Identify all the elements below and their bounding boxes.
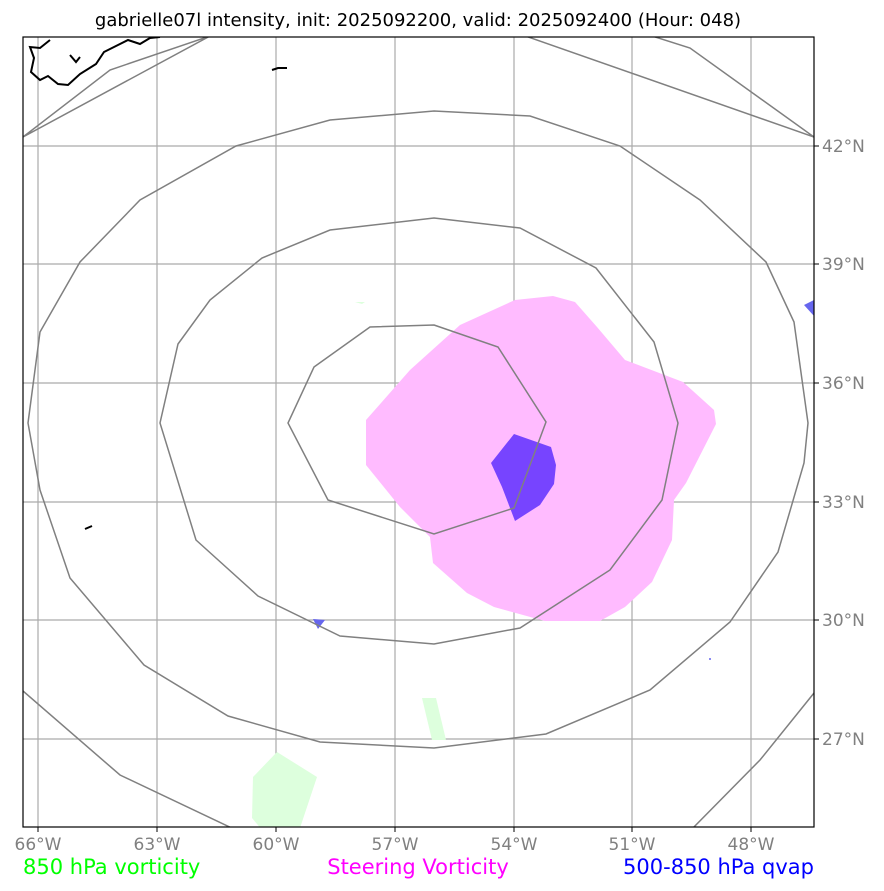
lon-label-54w: 54°W: [491, 835, 538, 855]
qvap-500-850-field: [313, 300, 814, 660]
lat-label-27n: 27°N: [822, 730, 865, 750]
longitude-labels: 66°W 63°W 60°W 57°W 54°W 51°W 48°W: [15, 835, 775, 855]
lon-label-60w: 60°W: [253, 835, 300, 855]
legend: 850 hPa vorticity Steering Vorticity 500…: [23, 855, 814, 879]
legend-850-hpa-vorticity: 850 hPa vorticity: [23, 855, 200, 879]
lat-label-33n: 33°N: [822, 493, 865, 513]
coastline-island-west: [84, 525, 93, 530]
legend-steering-vorticity: Steering Vorticity: [327, 855, 509, 879]
range-ring-4-arc-southwest: [23, 690, 232, 827]
range-ring-3: [27, 110, 809, 749]
coastline-inlet: [69, 54, 81, 64]
qvap-dot: [709, 658, 711, 660]
range-ring-2: [159, 217, 679, 645]
map-title: gabrielle07l intensity, init: 2025092200…: [95, 10, 741, 31]
vorticity-850-blob-southwest: [252, 752, 317, 827]
range-ring-1: [287, 324, 547, 535]
vorticity-850-field: [252, 302, 446, 827]
tick-marks: [37, 145, 819, 832]
lon-label-66w: 66°W: [15, 835, 62, 855]
coastline-northwest: [28, 37, 161, 87]
range-ring-4-arc-north: [526, 37, 814, 138]
coastline: [28, 37, 287, 530]
map-frame: [22, 36, 815, 828]
latitude-labels: 42°N 39°N 36°N 33°N 30°N 27°N: [822, 137, 865, 750]
vorticity-850-streak-south: [422, 698, 446, 740]
legend-500-850-hpa-qvap: 500-850 hPa qvap: [623, 855, 814, 879]
lon-label-48w: 48°W: [728, 835, 775, 855]
lat-label-39n: 39°N: [822, 255, 865, 275]
range-ring-4-arc-northwest: [23, 37, 210, 138]
lat-label-42n: 42°N: [822, 137, 865, 157]
qvap-speck-southwest: [313, 619, 325, 629]
lon-label-57w: 57°W: [372, 835, 419, 855]
range-rings: [23, 37, 814, 827]
lon-label-63w: 63°W: [134, 835, 181, 855]
qvap-core: [491, 434, 556, 521]
range-ring-4-arc-southeast: [692, 692, 814, 827]
lon-label-51w: 51°W: [609, 835, 656, 855]
vorticity-850-speck: [355, 302, 365, 304]
lat-label-30n: 30°N: [822, 611, 865, 631]
lat-label-36n: 36°N: [822, 374, 865, 394]
qvap-edge-east: [804, 300, 814, 316]
plot-area: [23, 37, 814, 827]
coastline-island-north: [271, 67, 287, 71]
